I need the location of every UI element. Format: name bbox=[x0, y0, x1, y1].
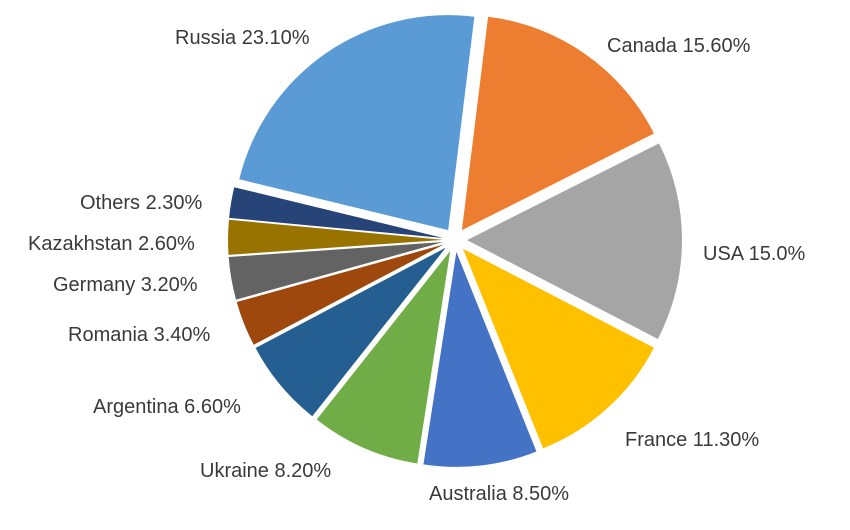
slice-russia bbox=[239, 15, 475, 231]
label-kazakhstan: Kazakhstan 2.60% bbox=[28, 233, 195, 255]
slice-germany bbox=[228, 242, 444, 300]
label-argentina: Argentina 6.60% bbox=[93, 396, 241, 418]
slice-argentina bbox=[255, 247, 446, 417]
label-usa: USA 15.0% bbox=[703, 243, 806, 265]
slice-australia bbox=[423, 251, 537, 467]
slice-france bbox=[463, 248, 654, 449]
label-russia: Russia 23.10% bbox=[175, 27, 310, 49]
label-ukraine: Ukraine 8.20% bbox=[200, 460, 331, 482]
slice-others bbox=[229, 187, 444, 239]
label-others: Others 2.30% bbox=[80, 192, 203, 214]
label-france: France 11.30% bbox=[625, 429, 759, 451]
label-canada: Canada 15.60% bbox=[607, 35, 751, 57]
label-australia: Australia 8.50% bbox=[429, 483, 569, 505]
slice-kazakhstan bbox=[228, 219, 444, 255]
slice-ukraine bbox=[316, 250, 451, 464]
pie-labels: Canada 15.60% USA 15.0% France 11.30% Au… bbox=[28, 27, 806, 505]
label-germany: Germany 3.20% bbox=[53, 274, 198, 296]
slice-usa bbox=[466, 143, 682, 339]
slice-romania bbox=[236, 244, 444, 345]
label-romania: Romania 3.40% bbox=[68, 324, 211, 346]
pie-slices bbox=[228, 15, 682, 467]
slice-canada bbox=[461, 16, 654, 231]
